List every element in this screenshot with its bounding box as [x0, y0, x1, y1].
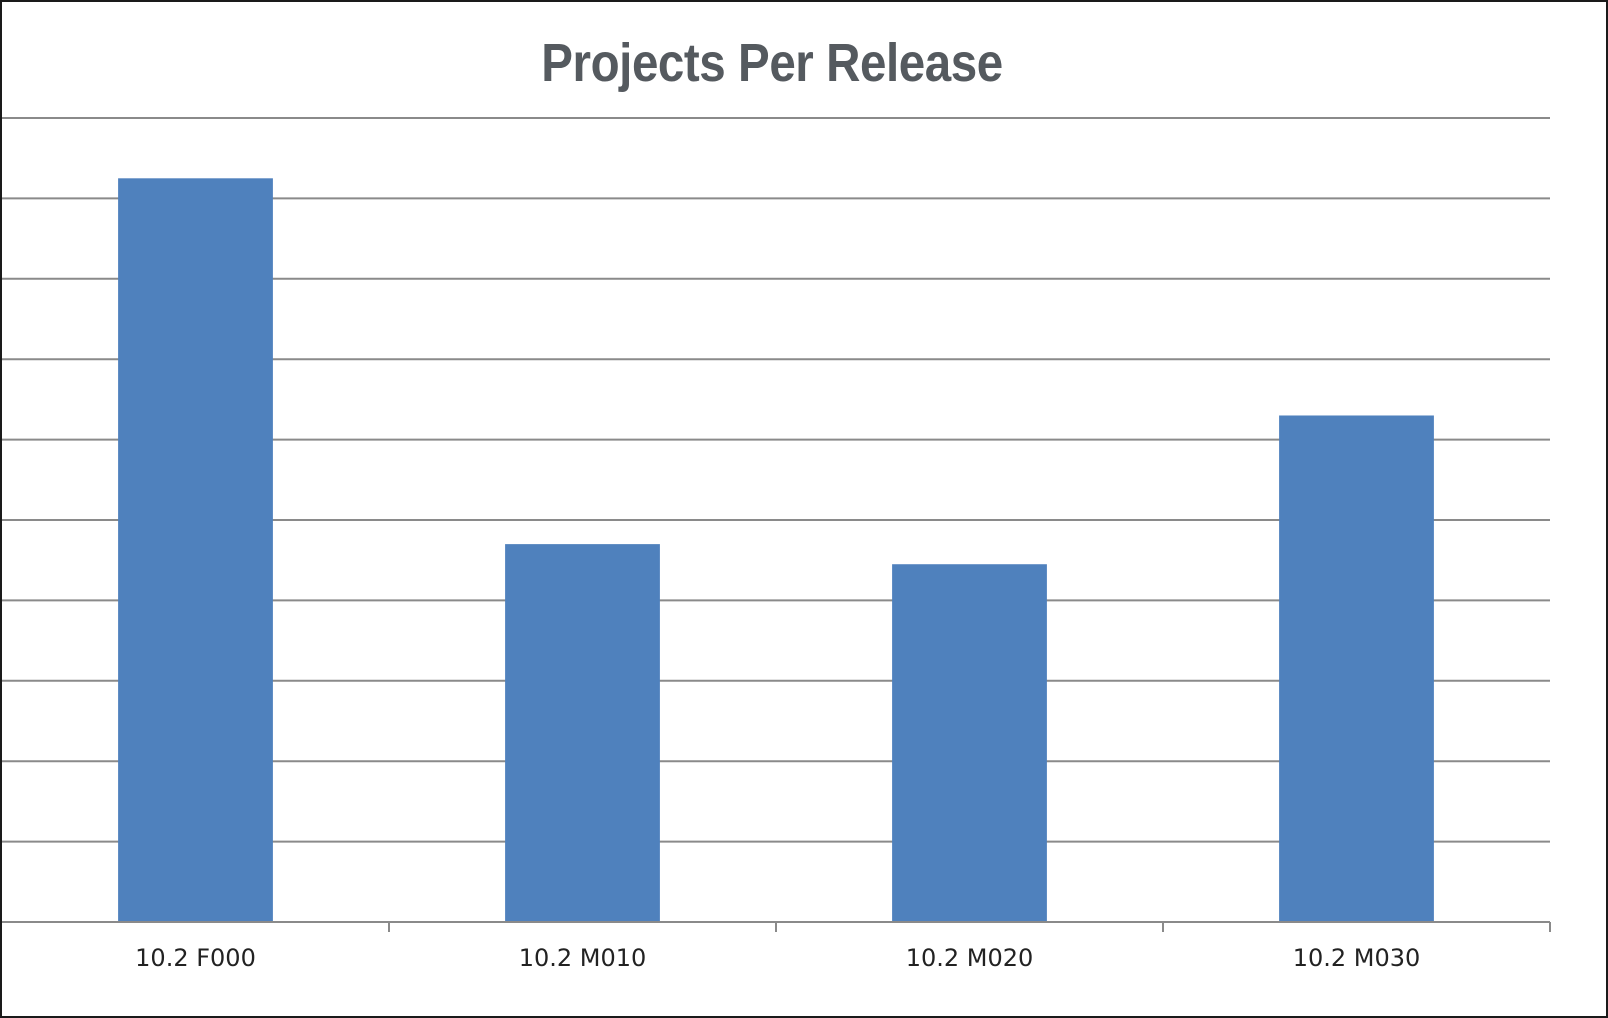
x-axis — [2, 921, 1551, 932]
x-tick-label: 10.2 M030 — [1293, 944, 1421, 972]
x-tick-label: 10.2 F000 — [135, 944, 256, 972]
bar-10-2-f000 — [118, 178, 273, 923]
bar-10-2-m010 — [505, 544, 660, 922]
chart-title: Projects Per Release — [541, 33, 1003, 93]
category-labels: 10.2 F000 10.2 M010 10.2 M020 10.2 M030 — [135, 944, 1420, 972]
bar-10-2-m020 — [892, 564, 1047, 922]
x-tick-label: 10.2 M010 — [519, 944, 647, 972]
x-tick-label: 10.2 M020 — [906, 944, 1034, 972]
bar-10-2-m030 — [1279, 415, 1434, 922]
bars — [118, 178, 1434, 923]
